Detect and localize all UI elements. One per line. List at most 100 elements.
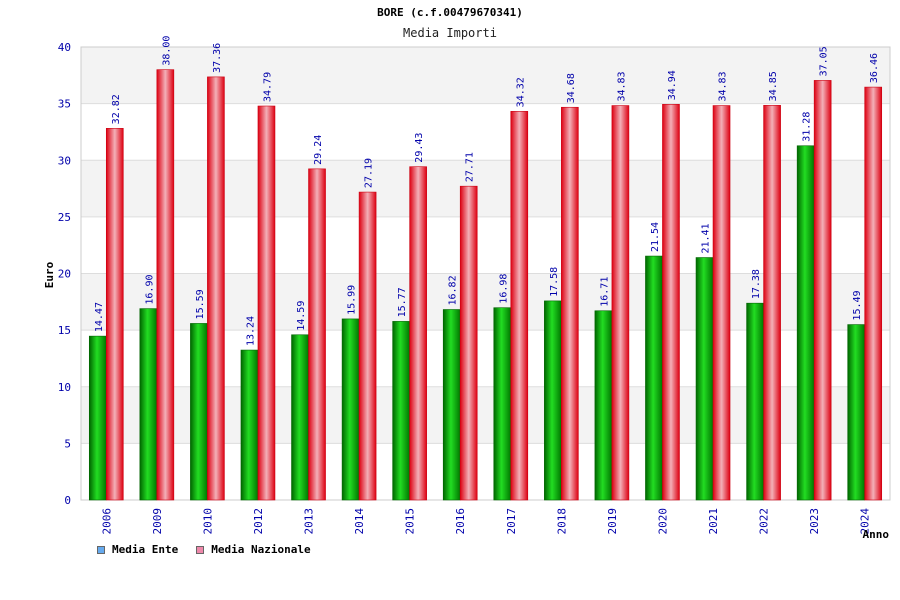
bar-media-ente: [88, 335, 107, 501]
x-tick-label: 2014: [353, 508, 366, 535]
data-label: 36.46: [869, 53, 880, 83]
bar-media-ente: [645, 255, 663, 501]
x-tick-label: 2017: [505, 508, 518, 535]
bar-media-nazionale: [510, 111, 529, 501]
data-label: 16.82: [448, 275, 459, 305]
data-label: 21.54: [650, 222, 661, 252]
x-tick-label: 2018: [555, 508, 568, 535]
data-label: 15.77: [397, 287, 408, 317]
bar-media-ente: [695, 257, 714, 501]
data-label: 34.83: [616, 71, 627, 101]
x-tick-label: 2019: [606, 508, 619, 535]
data-label: 21.41: [701, 223, 712, 253]
data-label: 16.98: [498, 274, 509, 304]
data-label: 34.79: [262, 72, 273, 102]
y-tick-label: 15: [58, 324, 71, 337]
legend-swatch-media-nazionale: [196, 545, 205, 554]
bar-media-nazionale: [813, 80, 832, 501]
data-label: 34.85: [768, 71, 779, 101]
bar-media-ente: [190, 323, 208, 501]
x-tick-label: 2009: [151, 508, 164, 535]
data-label: 34.32: [515, 77, 526, 107]
data-label: 29.43: [414, 133, 425, 163]
bar-media-nazionale: [611, 105, 630, 501]
x-tick-label: 2021: [707, 508, 720, 535]
y-tick-label: 20: [58, 268, 71, 281]
y-tick-label: 40: [58, 41, 71, 54]
data-label: 15.99: [347, 285, 358, 315]
x-tick-label: 2016: [454, 508, 467, 535]
bars: 14.47 32.82 16.90 38.00 15.59 37.36 13.24 34.79…: [88, 36, 883, 501]
y-tick-label: 10: [58, 381, 71, 394]
data-label: 34.83: [718, 71, 729, 101]
data-label: 37.36: [212, 43, 223, 73]
bar-media-nazionale: [763, 105, 781, 501]
bar-media-nazionale: [409, 166, 427, 501]
bar-media-nazionale: [662, 104, 680, 501]
data-label: 31.28: [802, 112, 813, 142]
legend-item-media-ente: Media Ente: [97, 543, 178, 556]
bar-media-ente: [493, 307, 512, 501]
chart-subtitle: Media Importi: [403, 26, 497, 40]
plot-frame: [80, 46, 891, 501]
data-label: 34.68: [566, 73, 577, 103]
y-tick-label: 35: [58, 98, 71, 111]
bar-media-nazionale: [459, 185, 478, 501]
legend-label-media-ente: Media Ente: [112, 543, 179, 556]
data-label: 14.47: [94, 302, 105, 332]
x-tick-label: 2013: [303, 508, 316, 535]
bar-media-nazionale: [207, 76, 225, 501]
bar-media-nazionale: [712, 105, 731, 501]
y-tick-label: 25: [58, 211, 71, 224]
x-axis-label: Anno: [863, 528, 890, 541]
data-label: 16.90: [144, 274, 155, 304]
data-label: 29.24: [313, 135, 324, 165]
bar-media-nazionale: [358, 191, 377, 501]
bar-media-ente: [341, 318, 360, 501]
x-tick-label: 2024: [859, 508, 872, 535]
bar-media-ente: [796, 145, 815, 501]
bar-media-nazionale: [156, 69, 175, 501]
x-tick-label: 2015: [404, 508, 417, 535]
y-tick-label: 5: [64, 437, 71, 450]
x-tick-label: 2006: [100, 508, 113, 535]
bar-media-ente: [594, 310, 613, 501]
bar-media-ente: [392, 321, 410, 501]
y-tick-label: 30: [58, 154, 71, 167]
data-label: 14.59: [296, 301, 307, 331]
chart-title: BORE (c.f.00479670341): [377, 6, 523, 19]
bar-media-nazionale: [561, 106, 579, 501]
data-label: 27.71: [465, 152, 476, 182]
bar-media-ente: [442, 309, 461, 501]
bar-media-nazionale: [864, 86, 883, 501]
bar-media-nazionale: [308, 168, 326, 501]
bar-media-ente: [847, 324, 866, 501]
x-tick-label: 2022: [758, 508, 771, 535]
data-label: 15.59: [195, 289, 206, 319]
x-tick-label: 2020: [656, 508, 669, 535]
data-label: 34.94: [667, 70, 678, 100]
bar-media-ente: [291, 334, 309, 501]
data-label: 16.71: [599, 277, 610, 307]
legend-item-media-nazionale: Media Nazionale: [196, 543, 311, 556]
data-label: 27.19: [364, 158, 375, 188]
legend-label-media-nazionale: Media Nazionale: [211, 543, 311, 556]
x-tick-label: 2012: [252, 508, 265, 535]
data-label: 13.24: [245, 316, 256, 346]
bar-media-ente: [746, 302, 764, 501]
y-axis-label: Euro: [43, 261, 56, 288]
x-tick-label: 2023: [808, 508, 821, 535]
y-tick-label: 0: [64, 494, 71, 507]
data-label: 38.00: [161, 36, 172, 66]
bar-media-nazionale: [257, 105, 276, 501]
x-axis-ticks: 2006 2009 2010 2012 2013 2014 2015 2016 2017 2018…: [100, 508, 871, 535]
data-label: 37.05: [819, 46, 830, 76]
legend-swatch-media-ente: [97, 545, 105, 554]
bar-media-ente: [240, 349, 259, 501]
y-axis-ticks: 0 5 10 15 20 25 30 35 40: [58, 41, 71, 507]
bar-media-ente: [139, 308, 158, 501]
bar-media-ente: [544, 300, 562, 501]
data-label: 15.49: [852, 290, 863, 320]
data-label: 17.38: [751, 269, 762, 299]
